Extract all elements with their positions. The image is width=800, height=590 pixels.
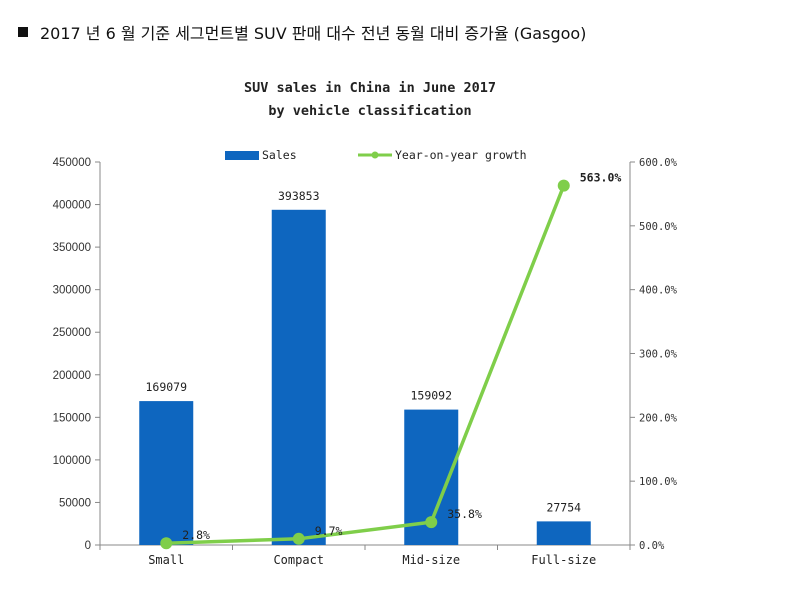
right-axis-tick-label: 600.0% <box>639 157 678 169</box>
sales-bar-label: 159092 <box>410 389 452 403</box>
right-axis-tick-label: 100.0% <box>639 476 678 488</box>
growth-point-label: 9.7% <box>315 524 343 538</box>
right-axis-tick-label: 0.0% <box>639 540 665 552</box>
legend-growth-marker <box>371 151 379 159</box>
left-axis-tick-label: 100000 <box>53 455 91 467</box>
legend-sales-swatch <box>225 151 259 160</box>
growth-point <box>557 179 570 192</box>
right-axis-tick-label: 300.0% <box>639 349 678 361</box>
sales-bar <box>139 401 194 545</box>
legend-growth-label: Year-on-year growth <box>395 148 527 162</box>
chart-title: SUV sales in China in June 2017 <box>244 80 496 96</box>
left-axis-tick-label: 450000 <box>53 157 91 169</box>
sales-bar-label: 27754 <box>546 500 581 514</box>
square-bullet-icon <box>18 27 28 37</box>
left-axis-tick-label: 50000 <box>59 497 91 509</box>
left-axis-tick-label: 300000 <box>53 285 91 297</box>
page-heading: 2017 년 6 월 기준 세그먼트별 SUV 판매 대수 전년 동월 대비 증… <box>18 20 586 44</box>
page-heading-text: 2017 년 6 월 기준 세그먼트별 SUV 판매 대수 전년 동월 대비 증… <box>40 24 587 43</box>
legend-sales-label: Sales <box>262 148 297 162</box>
sales-bar <box>536 521 591 545</box>
sales-bar-label: 169079 <box>145 380 187 394</box>
category-label: Mid-size <box>402 553 460 567</box>
category-label: Full-size <box>531 553 596 567</box>
left-axis-tick-label: 400000 <box>53 200 91 212</box>
growth-point-label: 2.8% <box>182 528 210 542</box>
left-axis-tick-label: 350000 <box>53 242 91 254</box>
chart-subtitle: by vehicle classification <box>268 103 471 119</box>
sales-bar <box>271 209 326 545</box>
category-label: Small <box>148 553 184 567</box>
right-axis-tick-label: 200.0% <box>639 412 678 424</box>
right-axis-tick-label: 400.0% <box>639 285 678 297</box>
growth-point-label: 35.8% <box>447 507 482 521</box>
right-axis-tick-label: 500.0% <box>639 221 678 233</box>
growth-point-label: 563.0% <box>580 171 622 185</box>
growth-point <box>292 532 305 545</box>
growth-point <box>425 516 438 529</box>
left-axis-tick-label: 0 <box>85 540 91 552</box>
growth-line <box>166 184 566 545</box>
sales-bar-label: 393853 <box>278 189 320 203</box>
growth-point <box>160 537 173 550</box>
left-axis-tick-label: 150000 <box>53 412 91 424</box>
left-axis-tick-label: 250000 <box>53 327 91 339</box>
category-label: Compact <box>273 553 324 567</box>
left-axis-tick-label: 200000 <box>53 370 91 382</box>
